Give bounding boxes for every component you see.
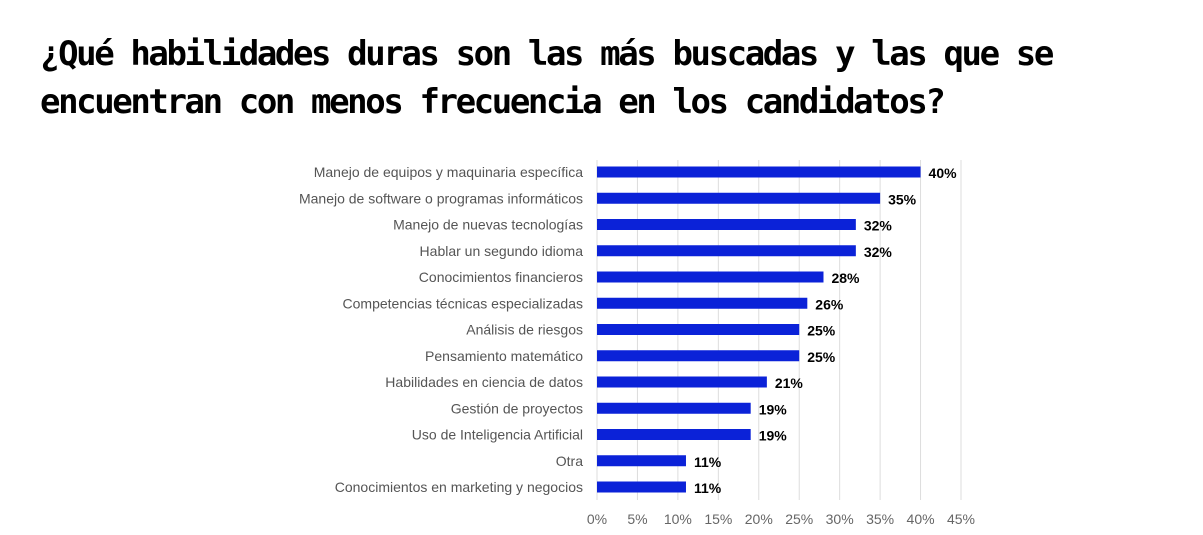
bar [597, 455, 686, 467]
chart-title-line-2: encuentran con menos frecuencia en los c… [40, 82, 946, 122]
category-label: Conocimientos en marketing y negocios [335, 479, 583, 495]
data-label: 32% [864, 244, 893, 260]
category-label: Manejo de software o programas informáti… [299, 190, 583, 206]
bar [597, 192, 881, 204]
x-tick-label: 45% [947, 511, 975, 527]
category-label: Hablar un segundo idioma [420, 243, 584, 259]
category-label: Manejo de equipos y maquinaria específic… [314, 164, 583, 180]
x-tick-label: 25% [785, 511, 813, 527]
data-label: 19% [759, 401, 788, 417]
category-label: Manejo de nuevas tecnologías [393, 217, 583, 233]
bar [597, 271, 824, 283]
x-tick-label: 30% [826, 511, 854, 527]
bar [597, 324, 800, 335]
x-tick-label: 20% [745, 511, 773, 527]
category-label: Pensamiento matemático [425, 348, 583, 364]
data-label: 25% [807, 349, 836, 365]
category-label: Competencias técnicas especializadas [343, 295, 583, 311]
bar [597, 376, 767, 388]
bar [597, 166, 921, 178]
bar [597, 350, 800, 362]
data-label: 26% [815, 296, 844, 312]
data-label: 28% [831, 270, 860, 286]
chart-title-line-1: ¿Qué habilidades duras son las más busca… [40, 34, 1054, 74]
x-tick-label: 15% [704, 511, 732, 527]
data-label: 11% [694, 454, 722, 470]
bar [597, 219, 856, 230]
x-tick-label: 0% [587, 511, 607, 527]
data-label: 11% [694, 480, 722, 496]
category-label: Uso de Inteligencia Artificial [412, 427, 583, 443]
category-label: Análisis de riesgos [466, 322, 583, 338]
data-label: 35% [888, 191, 917, 207]
bar [597, 402, 751, 414]
bar [597, 481, 686, 493]
chart-title: ¿Qué habilidades duras son las más busca… [40, 30, 1054, 126]
bar [597, 429, 751, 440]
x-tick-label: 5% [627, 511, 647, 527]
bar [597, 297, 808, 309]
bar [597, 245, 856, 257]
category-label: Gestión de proyectos [451, 400, 583, 416]
x-tick-label: 40% [907, 511, 935, 527]
x-tick-label: 10% [664, 511, 692, 527]
data-label: 32% [864, 218, 893, 234]
category-label: Conocimientos financieros [419, 269, 583, 285]
x-tick-label: 35% [866, 511, 894, 527]
data-label: 19% [759, 428, 788, 444]
data-label: 25% [807, 323, 836, 339]
data-label: 21% [775, 375, 804, 391]
data-label: 40% [929, 165, 958, 181]
category-label: Otra [556, 453, 583, 469]
category-label: Habilidades en ciencia de datos [385, 374, 583, 390]
